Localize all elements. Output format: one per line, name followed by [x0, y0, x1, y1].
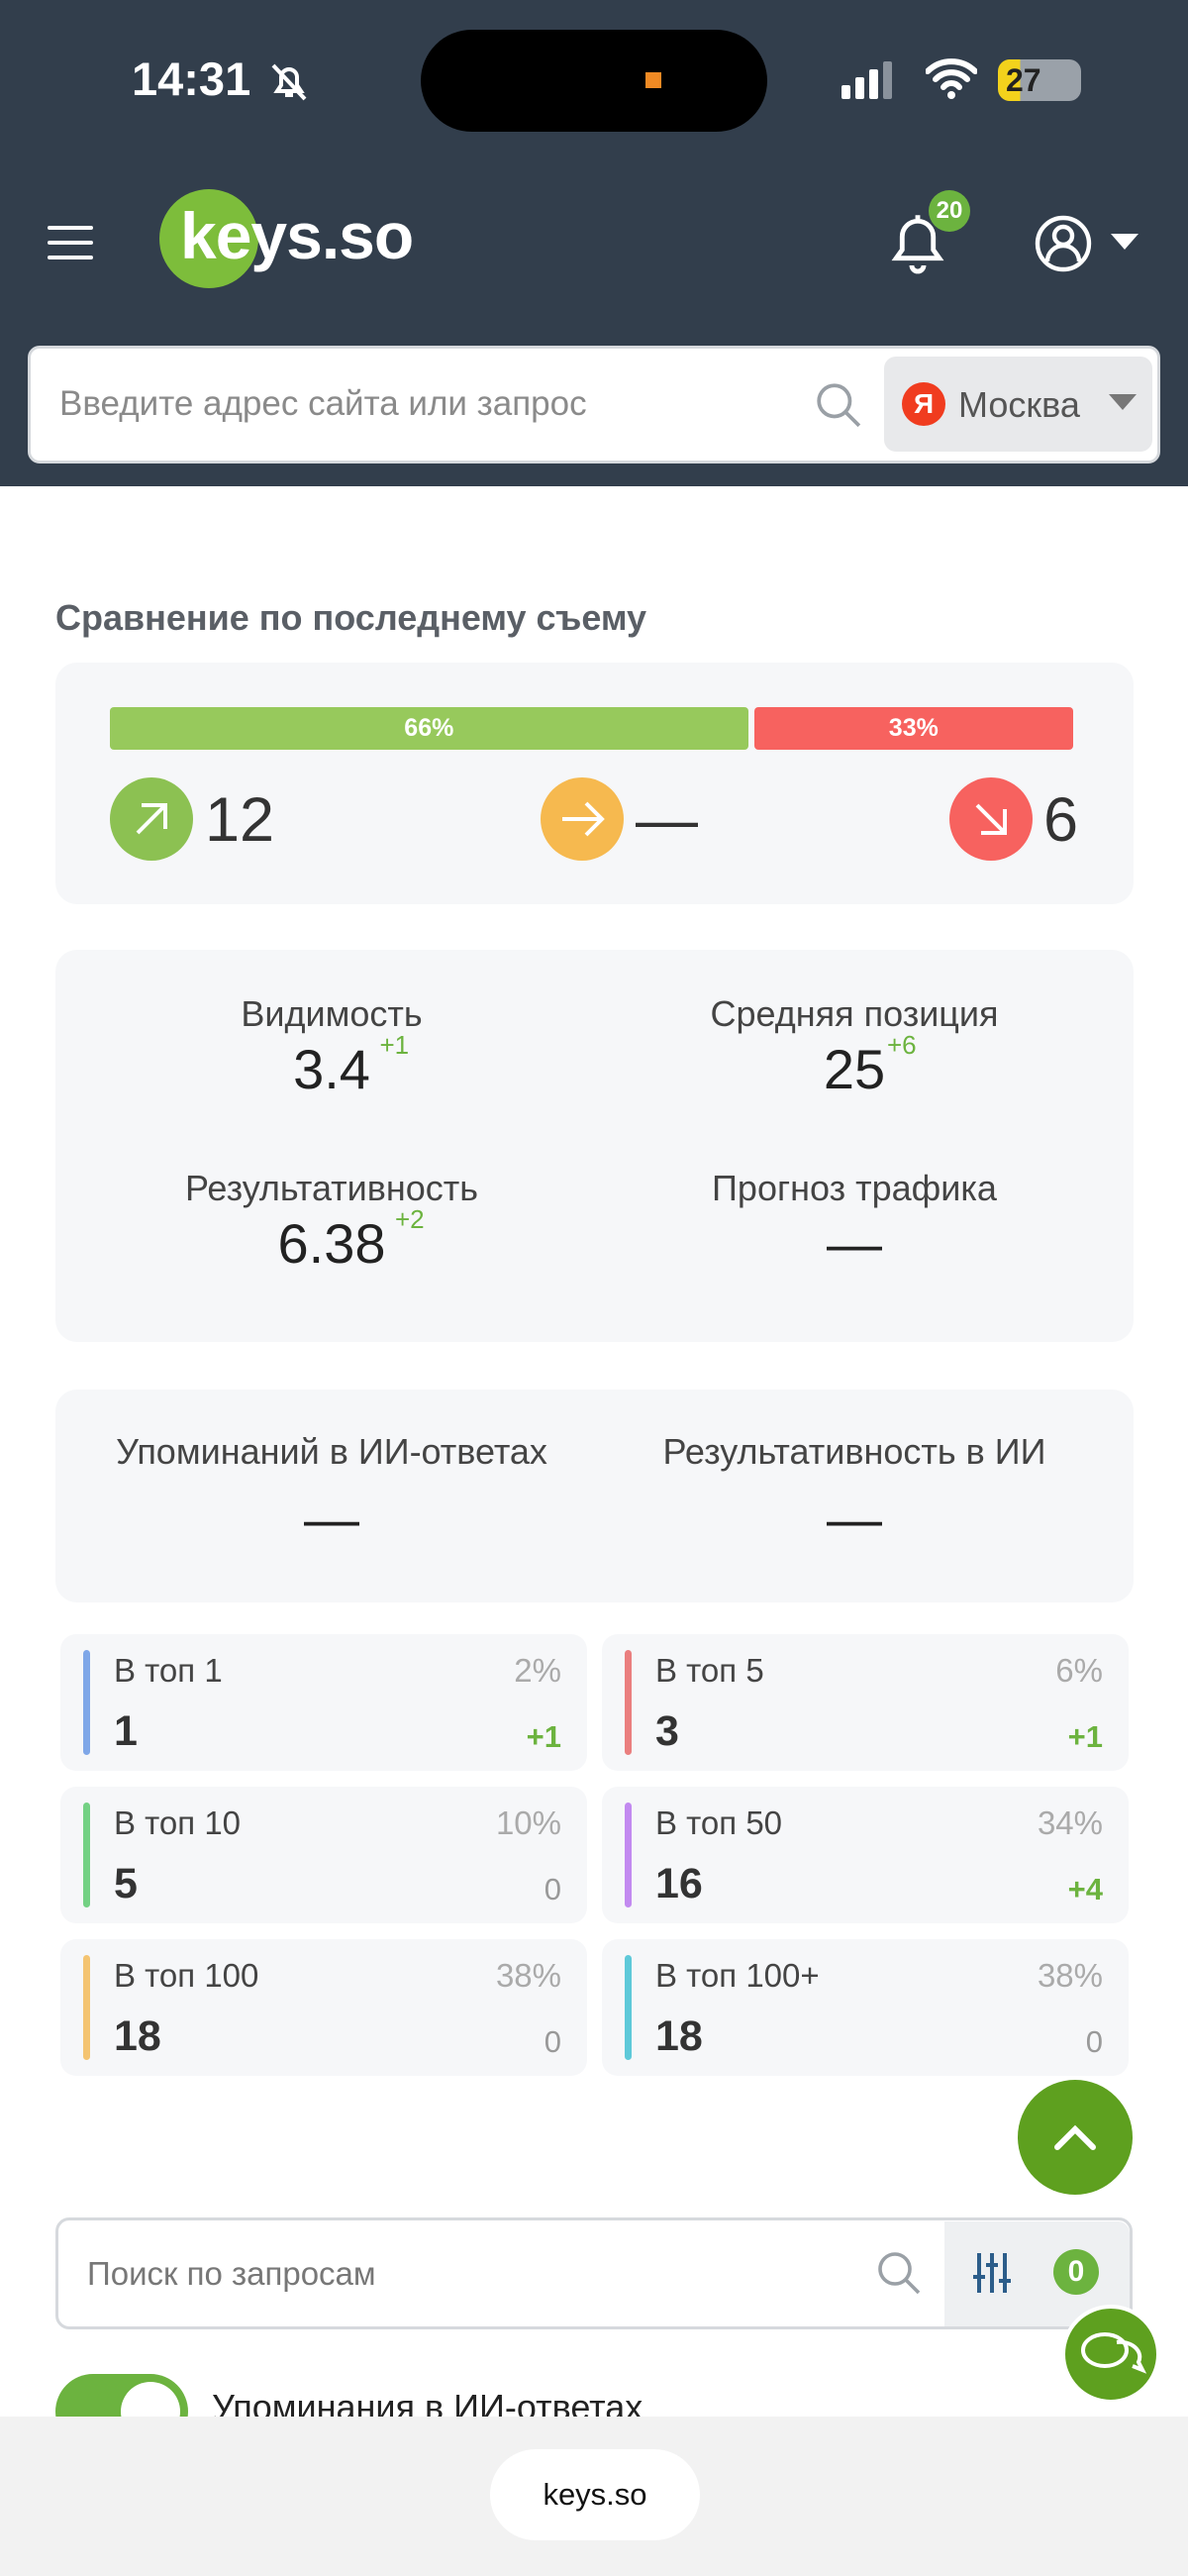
tile-label: В топ 50	[655, 1804, 783, 1841]
tile-delta: +1	[1067, 1719, 1103, 1754]
tile-stripe	[83, 1955, 90, 2060]
ai-metric-label: Упоминаний в ИИ-ответах	[116, 1431, 547, 1472]
section-title: Сравнение по последнему съему	[55, 597, 647, 638]
region[interactable]: Москва	[958, 384, 1080, 425]
top-tile: В топ 10 5 10% 0	[60, 1787, 587, 1923]
dynamic-island	[421, 30, 767, 132]
tile-stripe	[83, 1803, 90, 1907]
tile-delta: 0	[544, 1872, 561, 1906]
chat-button[interactable]	[1061, 2305, 1160, 2404]
metric-label: Средняя позиция	[710, 993, 999, 1034]
tile-delta: 0	[544, 2024, 561, 2059]
tile-label: В топ 5	[655, 1652, 764, 1689]
status-time: 14:31	[132, 52, 251, 105]
metric-delta: +6	[887, 1030, 917, 1060]
bar-label: 33%	[888, 714, 939, 742]
metric-value: —	[827, 1212, 882, 1275]
metric-value: 6.38	[277, 1212, 386, 1275]
tile-percent: 6%	[1055, 1652, 1103, 1689]
tile-value: 1	[114, 1707, 138, 1755]
bar	[110, 707, 748, 750]
ai-metrics-card	[55, 1390, 1134, 1602]
tile-label: В топ 10	[114, 1804, 242, 1841]
top-tile: В топ 50 16 34% +4	[602, 1787, 1129, 1923]
tile-percent: 38%	[1037, 1957, 1103, 1994]
logo-circle	[159, 189, 258, 288]
tile-percent: 38%	[495, 1957, 561, 1994]
tile-delta: +4	[1067, 1872, 1103, 1906]
metric-value: 25	[823, 1038, 886, 1100]
site-search-placeholder[interactable]: Введите адрес сайта или запрос	[59, 384, 587, 423]
tile-delta: 0	[1085, 2024, 1103, 2059]
metrics-card	[55, 950, 1134, 1342]
tile-value: 18	[655, 2012, 703, 2060]
same-icon	[541, 777, 624, 861]
tile-stripe	[625, 1650, 632, 1755]
tile-label: В топ 1	[114, 1652, 223, 1689]
tile-stripe	[625, 1955, 632, 2060]
scroll-top-button[interactable]	[1018, 2080, 1133, 2195]
search-icon[interactable]	[814, 380, 863, 430]
tile-stripe	[625, 1803, 632, 1907]
tile-value: 3	[655, 1707, 679, 1755]
profile-caret[interactable]	[1111, 234, 1138, 250]
up-icon	[110, 777, 193, 861]
query-search-placeholder[interactable]: Поиск по запросам	[87, 2255, 376, 2292]
notifications-button[interactable]	[889, 210, 946, 275]
tile-percent: 10%	[495, 1804, 561, 1841]
ai-metric-label: Результативность в ИИ	[662, 1431, 1046, 1472]
tile-percent: 2%	[514, 1652, 561, 1689]
metric-label: Видимость	[241, 993, 423, 1034]
wifi-icon	[926, 58, 977, 99]
tile-value: 18	[114, 2012, 161, 2060]
metric-delta: +2	[395, 1204, 425, 1234]
region-caret[interactable]	[1109, 394, 1137, 410]
same-count: —	[636, 785, 698, 855]
filter-icon[interactable]	[973, 2251, 1011, 2295]
top-tile: В топ 1 1 2% +1	[60, 1634, 587, 1771]
profile-button[interactable]	[1034, 214, 1093, 273]
region-icon: Я	[902, 382, 945, 426]
query-search-icon[interactable]	[875, 2249, 923, 2297]
signal-icon	[842, 61, 892, 99]
battery: 27	[998, 59, 1081, 101]
top-tile: В топ 5 3 6% +1	[602, 1634, 1129, 1771]
bar-label: 66%	[404, 714, 454, 742]
ai-metric-value: —	[827, 1488, 882, 1550]
top-tile: В топ 100+ 18 38% 0	[602, 1939, 1129, 2076]
down-icon	[949, 777, 1033, 861]
tile-label: В топ 100+	[655, 1957, 820, 1994]
metric-value: 3.4	[293, 1038, 370, 1100]
indicator	[645, 72, 661, 88]
down-count: 6	[1043, 785, 1079, 855]
tile-stripe	[83, 1650, 90, 1755]
metric-delta: +1	[379, 1030, 410, 1060]
metric-label: Результативность	[184, 1168, 479, 1208]
filter-count: 0	[1053, 2249, 1099, 2295]
silent-icon	[271, 63, 307, 101]
tile-value: 16	[655, 1860, 703, 1907]
logo[interactable]: keys.so	[180, 199, 414, 272]
menu-button[interactable]	[48, 226, 95, 261]
top-tile: В топ 100 18 38% 0	[60, 1939, 587, 2076]
tile-value: 5	[114, 1860, 138, 1907]
bar	[753, 707, 1073, 750]
tile-percent: 34%	[1037, 1804, 1103, 1841]
tile-label: В топ 100	[114, 1957, 259, 1994]
url-pill[interactable]: keys.so	[490, 2449, 700, 2540]
comparison-bars: 66% 33%	[110, 707, 1073, 750]
ai-metric-value: —	[304, 1488, 359, 1550]
up-count: 12	[205, 785, 275, 855]
metric-label: Прогноз трафика	[712, 1168, 997, 1208]
tile-delta: +1	[526, 1719, 561, 1754]
notification-badge: 20	[929, 190, 970, 232]
